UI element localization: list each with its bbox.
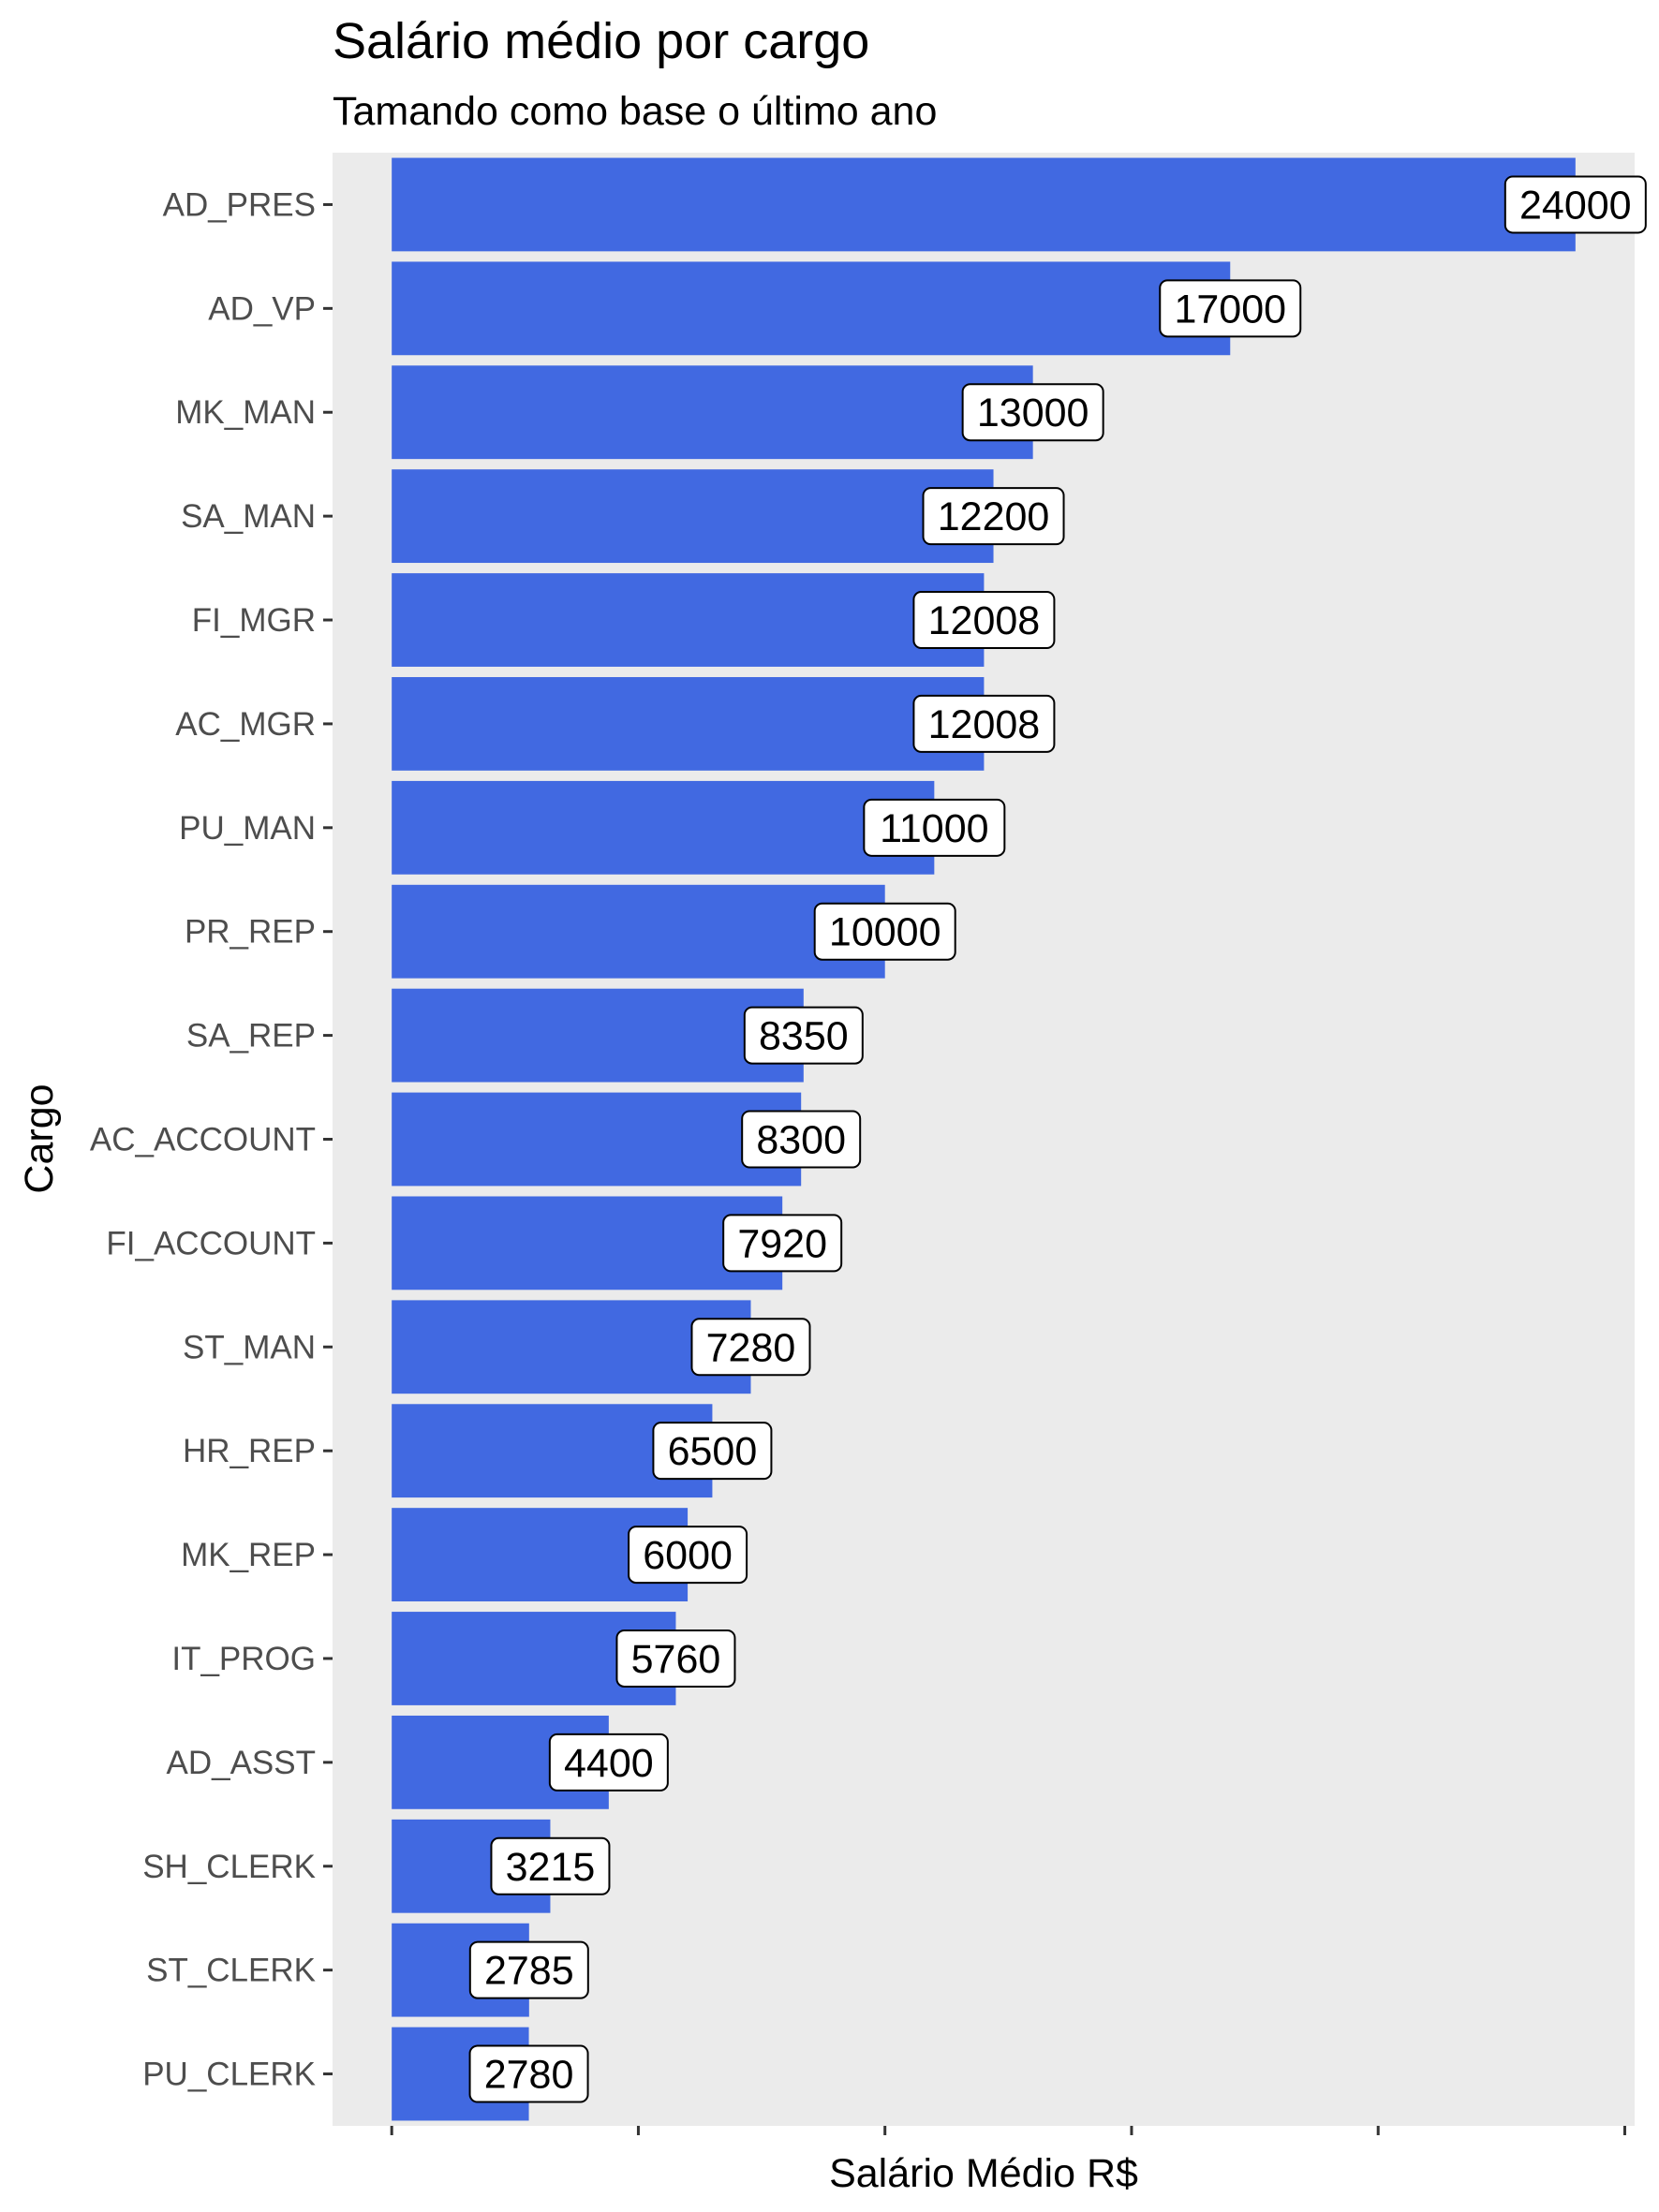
data-label-text: 17000 — [1174, 287, 1286, 332]
data-label-box — [468, 1940, 589, 1999]
data-label-text: 8300 — [756, 1118, 846, 1163]
data-label: 7920 — [722, 1214, 843, 1273]
y-tick-label: SH_CLERK — [142, 1849, 316, 1885]
data-label-box — [863, 798, 1006, 857]
data-label: 2780 — [468, 2044, 589, 2103]
data-label-text: 13000 — [977, 391, 1089, 435]
data-label: 7280 — [690, 1318, 811, 1377]
y-tick-label: SA_MAN — [181, 498, 316, 535]
data-label: 6000 — [628, 1526, 748, 1585]
data-label-box — [615, 1629, 736, 1688]
data-label: 4400 — [548, 1733, 669, 1792]
data-label-text: 5760 — [631, 1637, 721, 1682]
data-label-text: 10000 — [829, 910, 941, 955]
bars-layer — [392, 157, 1576, 2121]
data-label-text: 7920 — [737, 1221, 827, 1266]
bar-ac-account — [392, 1092, 802, 1187]
data-label: 6500 — [652, 1422, 773, 1481]
y-tick-label: AC_MGR — [175, 706, 316, 743]
y-tick-label: ST_CLERK — [146, 1953, 316, 1989]
y-tick-label: PU_MAN — [179, 810, 316, 847]
data-label-box — [912, 591, 1056, 650]
data-label: 8300 — [741, 1110, 862, 1169]
data-label: 2785 — [468, 1940, 589, 1999]
y-tick-label: MK_REP — [181, 1537, 316, 1573]
data-label: 24000 — [1503, 175, 1647, 234]
data-label-box — [468, 2044, 589, 2103]
data-labels-layer: 24000 17000 13000 12200 12008 12008 11000 10000… — [468, 175, 1647, 2103]
data-label-box — [722, 1214, 843, 1273]
y-tick-label: AC_ACCOUNT — [90, 1122, 316, 1158]
y-tick-label: IT_PROG — [171, 1641, 316, 1677]
data-label-text: 6500 — [668, 1429, 758, 1474]
data-label: 13000 — [961, 383, 1104, 442]
data-label-box — [961, 383, 1104, 442]
y-tick-label: MK_MAN — [175, 394, 316, 431]
y-tick-label: AD_PRES — [163, 186, 316, 223]
data-label-text: 4400 — [564, 1741, 654, 1786]
data-label-text: 24000 — [1519, 183, 1632, 228]
data-label: 3215 — [490, 1836, 611, 1895]
data-label: 10000 — [813, 902, 956, 961]
x-axis — [390, 2126, 1626, 2135]
y-tick-label: PR_REP — [185, 914, 316, 951]
data-label: 11000 — [863, 798, 1006, 857]
data-label-text: 2785 — [484, 1949, 574, 1994]
y-tick-label: FI_ACCOUNT — [106, 1225, 316, 1261]
x-axis-title: Salário Médio R$ — [829, 2151, 1138, 2196]
bar-pr-rep — [392, 884, 885, 979]
bar-mk-man — [392, 365, 1033, 460]
data-label-box — [741, 1110, 862, 1169]
data-label-box — [1503, 175, 1647, 234]
y-axis: AD_PRES AD_VP MK_MAN SA_MAN FI_MGR AC_MGR PU_M… — [90, 186, 333, 2093]
data-label-box — [1159, 279, 1302, 338]
data-label-text: 7280 — [706, 1325, 796, 1370]
data-label-box — [628, 1526, 748, 1585]
data-label-box — [813, 902, 956, 961]
data-label-box — [922, 487, 1065, 546]
chart-subtitle: Tamando como base o último ano — [333, 89, 937, 134]
y-tick-label: AD_ASST — [167, 1745, 317, 1781]
y-tick-label: AD_VP — [208, 290, 316, 327]
data-label-box — [690, 1318, 811, 1377]
bar-ad-pres — [392, 157, 1576, 252]
bar-sa-man — [392, 469, 994, 564]
y-tick-label: HR_REP — [183, 1433, 316, 1469]
data-label-text: 3215 — [506, 1845, 596, 1890]
data-label-box — [912, 694, 1056, 753]
data-label-text: 8350 — [759, 1014, 849, 1059]
bar-sa-rep — [392, 988, 804, 1083]
data-label-text: 11000 — [880, 806, 988, 851]
data-label-text: 12200 — [938, 494, 1050, 539]
data-label: 12008 — [912, 694, 1056, 753]
data-label-box — [490, 1836, 611, 1895]
bar-pu-man — [392, 780, 935, 875]
data-label-text: 12008 — [928, 598, 1041, 643]
chart-title: Salário médio por cargo — [333, 13, 869, 69]
data-label-box — [548, 1733, 669, 1792]
data-label: 12008 — [912, 591, 1056, 650]
data-label-text: 12008 — [928, 702, 1041, 747]
data-label: 5760 — [615, 1629, 736, 1688]
data-label: 12200 — [922, 487, 1065, 546]
data-label: 8350 — [743, 1006, 864, 1065]
data-label: 17000 — [1159, 279, 1302, 338]
data-label-box — [743, 1006, 864, 1065]
bar-fi-account — [392, 1196, 783, 1290]
y-tick-label: PU_CLERK — [142, 2057, 316, 2093]
y-tick-label: FI_MGR — [192, 602, 316, 639]
y-axis-title: Cargo — [17, 1084, 62, 1193]
bar-ac-mgr — [392, 677, 985, 771]
y-tick-label: SA_REP — [186, 1018, 316, 1054]
data-label-text: 6000 — [643, 1533, 733, 1578]
y-tick-label: ST_MAN — [183, 1329, 316, 1365]
data-label-text: 2780 — [484, 2053, 574, 2098]
data-label-box — [652, 1422, 773, 1481]
bar-ad-vp — [392, 261, 1231, 356]
bar-fi-mgr — [392, 573, 985, 667]
